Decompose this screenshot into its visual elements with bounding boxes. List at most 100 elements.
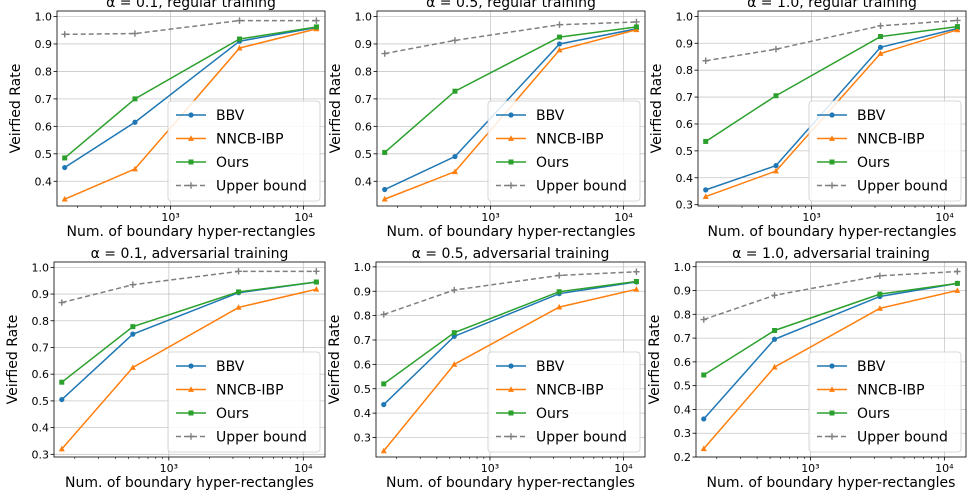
legend-marker-bbv bbox=[829, 112, 835, 118]
x-tick-label: 10⁴ bbox=[614, 462, 633, 475]
series-nncb bbox=[380, 286, 640, 454]
data-point-nncb bbox=[556, 46, 563, 53]
series-line-ours bbox=[384, 26, 637, 154]
data-point-upper bbox=[131, 30, 139, 37]
series-line-nncb bbox=[383, 288, 637, 452]
data-point-upper bbox=[236, 17, 243, 24]
series-line-bbv bbox=[703, 282, 958, 420]
data-point-bbv bbox=[703, 187, 709, 193]
data-point-upper bbox=[556, 21, 563, 28]
data-point-nncb bbox=[954, 287, 961, 293]
series-upper bbox=[380, 268, 640, 318]
data-point-bbv bbox=[382, 186, 388, 193]
legend-marker-nncb bbox=[829, 386, 835, 392]
y-axis-label: Veirfied Rate bbox=[327, 315, 343, 405]
data-point-bbv bbox=[59, 396, 65, 403]
legend-marker-ours bbox=[829, 159, 835, 165]
legend: BBV NNCB-IBP Ours Upper bound bbox=[808, 100, 962, 202]
data-point-ours bbox=[236, 289, 242, 295]
series-upper bbox=[381, 18, 640, 57]
legend-label-bbv: BBV bbox=[216, 108, 245, 124]
data-point-ours bbox=[452, 88, 458, 94]
y-tick-label: 0.3 bbox=[354, 432, 372, 445]
data-point-nncb bbox=[954, 26, 961, 33]
data-point-nncb bbox=[633, 286, 640, 292]
plot-frame bbox=[56, 10, 326, 207]
plot-frame bbox=[376, 10, 646, 207]
y-tick-label: 0.6 bbox=[35, 120, 53, 133]
data-point-upper bbox=[954, 268, 961, 275]
legend-marker-nncb bbox=[508, 135, 514, 141]
series-line-upper bbox=[384, 21, 637, 55]
y-tick-label: 0.7 bbox=[354, 334, 372, 347]
series-upper bbox=[702, 17, 961, 64]
data-point-bbv bbox=[132, 119, 138, 125]
series-line-ours bbox=[61, 281, 317, 383]
x-tick-label: 10⁴ bbox=[935, 211, 954, 224]
x-tick-label: 10³ bbox=[801, 462, 819, 475]
series-line-bbv bbox=[383, 281, 637, 406]
data-point-nncb bbox=[129, 364, 136, 370]
y-axis-label: Veirfied Rate bbox=[8, 64, 24, 154]
x-axis-label: Num. of boundary hyper-rectangles bbox=[386, 475, 635, 491]
legend-box bbox=[487, 100, 641, 202]
y-tick-label: 0.4 bbox=[354, 407, 372, 420]
series-line-upper bbox=[61, 270, 317, 304]
data-point-ours bbox=[59, 379, 65, 385]
legend-marker-bbv bbox=[829, 363, 835, 369]
y-tick-label: 0.9 bbox=[355, 38, 373, 51]
legend-marker-bbv bbox=[188, 363, 194, 369]
y-tick-label: 1.0 bbox=[354, 261, 372, 274]
y-tick-label: 0.5 bbox=[355, 148, 373, 161]
data-point-ours bbox=[878, 34, 884, 40]
data-point-nncb bbox=[771, 363, 778, 370]
legend-label-ours: Ours bbox=[216, 155, 249, 171]
data-point-upper bbox=[58, 299, 65, 306]
legend-label-bbv: BBV bbox=[536, 108, 565, 124]
chart-title: α = 0.1, regular training bbox=[106, 0, 276, 11]
legend-marker-ours bbox=[508, 159, 514, 165]
data-point-nncb bbox=[702, 193, 709, 199]
data-point-nncb bbox=[556, 303, 563, 310]
data-point-nncb bbox=[381, 195, 388, 202]
series-ours bbox=[381, 279, 639, 387]
data-point-upper bbox=[61, 31, 68, 38]
data-point-ours bbox=[703, 138, 709, 144]
y-tick-label: 0.9 bbox=[32, 288, 50, 301]
legend-label-upper: Upper bound bbox=[216, 179, 307, 195]
y-tick-label: 0.9 bbox=[35, 38, 53, 51]
y-tick-label: 1.0 bbox=[32, 261, 50, 274]
data-point-ours bbox=[313, 24, 319, 30]
plot-frame bbox=[375, 261, 646, 458]
legend: BBV NNCB-IBP Ours Upper bound bbox=[487, 351, 641, 453]
data-point-ours bbox=[633, 279, 639, 284]
legend-marker-upper bbox=[507, 433, 515, 440]
y-tick-label: 0.4 bbox=[674, 403, 692, 416]
data-point-upper bbox=[700, 316, 707, 323]
y-tick-label: 0.8 bbox=[674, 308, 692, 321]
plot-frame bbox=[697, 10, 967, 207]
legend-label-ours: Ours bbox=[536, 155, 569, 171]
y-tick-label: 0.9 bbox=[354, 285, 372, 298]
data-point-upper bbox=[954, 17, 961, 24]
series-upper bbox=[700, 268, 961, 323]
data-point-ours bbox=[877, 291, 883, 297]
data-point-bbv bbox=[381, 401, 387, 408]
legend-label-upper: Upper bound bbox=[857, 430, 948, 446]
legend-label-bbv: BBV bbox=[857, 359, 886, 375]
data-point-upper bbox=[129, 281, 137, 288]
y-tick-label: 0.4 bbox=[35, 175, 53, 188]
y-tick-label: 0.5 bbox=[676, 145, 694, 158]
legend-label-bbv: BBV bbox=[857, 108, 886, 124]
series-upper bbox=[58, 268, 320, 306]
y-tick-label: 0.8 bbox=[354, 310, 372, 323]
legend-label-ours: Ours bbox=[857, 406, 890, 422]
data-point-upper bbox=[877, 22, 884, 29]
data-point-ours bbox=[382, 149, 388, 155]
y-tick-label: 0.6 bbox=[355, 120, 373, 133]
series-ours bbox=[382, 24, 639, 155]
x-tick-label: 10³ bbox=[161, 211, 179, 224]
